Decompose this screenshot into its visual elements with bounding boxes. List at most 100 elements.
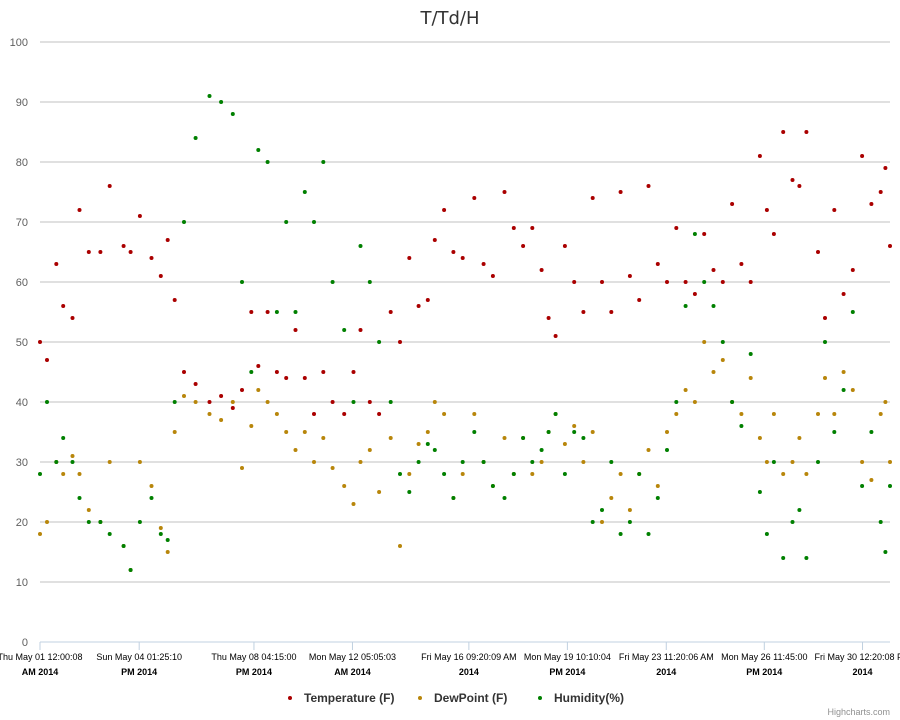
data-point[interactable] [581,460,586,464]
data-point[interactable] [219,100,224,104]
data-point[interactable] [86,520,91,524]
data-point[interactable] [553,412,558,416]
data-point[interactable] [377,340,382,344]
data-point[interactable] [888,484,892,488]
data-point[interactable] [790,178,795,182]
data-point[interactable] [172,298,177,302]
data-point[interactable] [590,520,595,524]
data-point[interactable] [398,544,402,548]
data-point[interactable] [45,400,49,404]
data-point[interactable] [790,460,795,464]
data-point[interactable] [739,412,744,416]
data-point[interactable] [816,412,820,416]
data-point[interactable] [377,490,382,494]
data-point[interactable] [70,454,75,458]
data-point[interactable] [683,280,688,284]
data-point[interactable] [274,310,279,314]
data-point[interactable] [342,328,347,332]
data-point[interactable] [530,226,535,230]
legend-item[interactable]: Temperature (F) [288,691,394,705]
data-point[interactable] [739,262,744,266]
data-point[interactable] [823,340,827,344]
data-point[interactable] [302,190,307,194]
data-point[interactable] [764,208,769,212]
data-point[interactable] [407,256,412,260]
data-point[interactable] [878,412,883,416]
data-point[interactable] [388,400,393,404]
data-point[interactable] [869,478,874,482]
data-point[interactable] [627,508,632,512]
data-point[interactable] [425,298,430,302]
data-point[interactable] [398,340,402,344]
legend-item[interactable]: DewPoint (F) [418,691,507,705]
data-point[interactable] [790,520,795,524]
data-point[interactable] [416,460,421,464]
data-point[interactable] [86,508,91,512]
data-point[interactable] [193,382,198,386]
data-point[interactable] [293,310,298,314]
data-point[interactable] [692,400,697,404]
data-point[interactable] [351,370,356,374]
data-point[interactable] [841,370,846,374]
data-point[interactable] [771,412,776,416]
data-point[interactable] [207,400,212,404]
data-point[interactable] [609,460,614,464]
data-point[interactable] [841,292,846,296]
data-point[interactable] [539,448,544,452]
data-point[interactable] [98,250,103,254]
data-point[interactable] [832,208,837,212]
data-point[interactable] [781,472,786,476]
data-point[interactable] [665,430,669,434]
data-point[interactable] [256,364,261,368]
data-point[interactable] [572,280,577,284]
data-point[interactable] [502,436,507,440]
data-point[interactable] [70,460,75,464]
data-point[interactable] [711,268,716,272]
data-point[interactable] [530,472,535,476]
data-point[interactable] [274,412,279,416]
data-point[interactable] [172,430,177,434]
data-point[interactable] [230,112,235,116]
data-point[interactable] [432,238,437,242]
data-point[interactable] [562,472,567,476]
data-point[interactable] [883,166,888,170]
data-point[interactable] [358,244,363,248]
data-point[interactable] [460,256,465,260]
data-point[interactable] [860,484,865,488]
data-point[interactable] [832,412,837,416]
data-point[interactable] [521,244,526,248]
data-point[interactable] [748,280,753,284]
data-point[interactable] [61,436,66,440]
data-point[interactable] [121,544,126,548]
data-point[interactable] [70,316,75,320]
data-point[interactable] [655,496,660,500]
data-point[interactable] [878,190,883,194]
data-point[interactable] [850,388,855,392]
data-point[interactable] [720,358,725,362]
data-point[interactable] [850,310,855,314]
data-point[interactable] [683,388,688,392]
data-point[interactable] [302,376,307,380]
data-point[interactable] [407,490,412,494]
data-point[interactable] [230,406,235,410]
data-point[interactable] [149,484,154,488]
data-point[interactable] [249,370,254,374]
data-point[interactable] [562,244,567,248]
data-point[interactable] [460,472,465,476]
data-point[interactable] [823,376,827,380]
data-point[interactable] [107,184,112,188]
data-point[interactable] [720,280,725,284]
data-point[interactable] [637,298,642,302]
data-point[interactable] [460,460,465,464]
data-point[interactable] [158,274,163,278]
data-point[interactable] [128,250,133,254]
data-point[interactable] [878,520,883,524]
data-point[interactable] [804,472,809,476]
data-point[interactable] [149,496,154,500]
data-point[interactable] [442,472,447,476]
data-point[interactable] [312,412,316,416]
data-point[interactable] [137,214,142,218]
data-point[interactable] [256,148,261,152]
data-point[interactable] [502,496,507,500]
data-point[interactable] [265,160,270,164]
